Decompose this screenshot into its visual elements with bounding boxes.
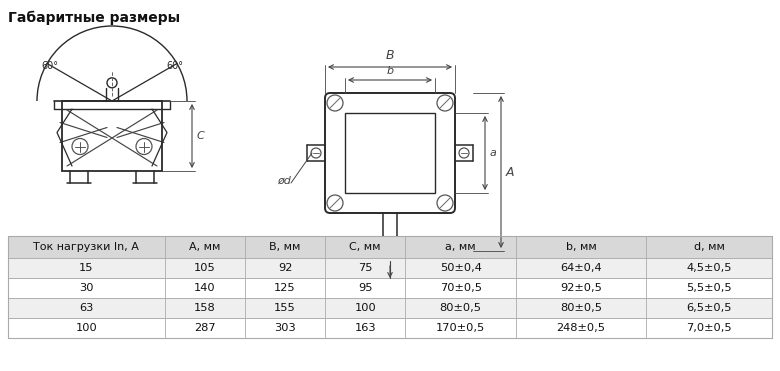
Text: 80±0,5: 80±0,5: [440, 303, 482, 313]
Text: B: B: [385, 49, 395, 62]
Text: А, мм: А, мм: [189, 242, 221, 252]
Text: 287: 287: [194, 323, 215, 333]
Text: 63: 63: [79, 303, 94, 313]
Text: 95: 95: [358, 283, 372, 293]
Text: 92±0,5: 92±0,5: [560, 283, 602, 293]
Bar: [8, 278, 772, 298]
Text: 6,5±0,5: 6,5±0,5: [686, 303, 732, 313]
Text: 75: 75: [358, 263, 372, 273]
Text: а, мм: а, мм: [445, 242, 476, 252]
Text: 163: 163: [354, 323, 376, 333]
Text: A: A: [506, 165, 515, 178]
Text: a: a: [490, 148, 497, 158]
Text: 92: 92: [278, 263, 292, 273]
Text: 15: 15: [79, 263, 94, 273]
Text: b: b: [386, 66, 394, 76]
Text: 4,5±0,5: 4,5±0,5: [686, 263, 732, 273]
Text: 80±0,5: 80±0,5: [560, 303, 602, 313]
Text: 100: 100: [76, 323, 98, 333]
Text: 105: 105: [194, 263, 215, 273]
Text: 5,5±0,5: 5,5±0,5: [686, 283, 732, 293]
Text: 100: 100: [354, 303, 376, 313]
Bar: [8, 258, 772, 278]
Text: ød: ød: [277, 176, 291, 186]
Text: С, мм: С, мм: [349, 242, 381, 252]
Bar: [8, 298, 772, 318]
Text: Ток нагрузки In, А: Ток нагрузки In, А: [34, 242, 140, 252]
Text: 60°: 60°: [41, 61, 58, 71]
Text: 158: 158: [194, 303, 215, 313]
Text: 303: 303: [274, 323, 296, 333]
Bar: [345, 113, 435, 193]
Text: b, мм: b, мм: [566, 242, 597, 252]
Text: 7,0±0,5: 7,0±0,5: [686, 323, 732, 333]
Text: 64±0,4: 64±0,4: [560, 263, 602, 273]
Text: C: C: [197, 131, 204, 141]
Text: 70±0,5: 70±0,5: [440, 283, 482, 293]
Bar: [8, 236, 772, 258]
Text: 30: 30: [79, 283, 94, 293]
Bar: [8, 318, 772, 338]
Text: 125: 125: [274, 283, 296, 293]
Text: 60°: 60°: [166, 61, 183, 71]
Text: 140: 140: [194, 283, 215, 293]
Text: 50±0,4: 50±0,4: [440, 263, 481, 273]
Text: 155: 155: [274, 303, 296, 313]
Text: Габаритные размеры: Габаритные размеры: [8, 11, 180, 25]
Bar: [8, 236, 772, 338]
Text: 248±0,5: 248±0,5: [556, 323, 605, 333]
Bar: [62, 101, 162, 171]
Text: В, мм: В, мм: [269, 242, 300, 252]
Text: d, мм: d, мм: [693, 242, 725, 252]
Text: 170±0,5: 170±0,5: [436, 323, 485, 333]
